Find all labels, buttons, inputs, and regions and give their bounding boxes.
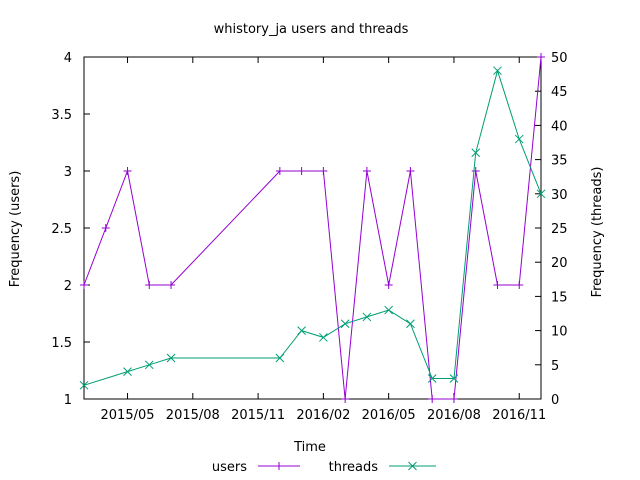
series-line-threads — [83, 68, 542, 386]
x-tick-label: 2015/08 — [166, 408, 220, 423]
x-tick-label: 2016/05 — [362, 408, 416, 423]
data-point-threads — [362, 312, 372, 322]
y-tick-label: 2 — [64, 279, 72, 294]
y-tick-label: 3 — [64, 165, 72, 180]
data-point-users — [537, 53, 545, 61]
data-point-threads — [514, 134, 524, 144]
data-point-users — [406, 167, 415, 175]
data-point-threads — [275, 353, 285, 363]
data-point-users — [123, 167, 132, 175]
y2-tick-label: 5 — [551, 359, 559, 374]
y2-tick-label: 0 — [551, 393, 559, 408]
y2-tick-label: 30 — [551, 188, 568, 203]
data-point-threads — [166, 353, 176, 363]
y2-tick-label: 15 — [551, 290, 568, 305]
chart-title: whistory_ja users and threads — [214, 22, 409, 37]
y-axis-label: Frequency (users) — [8, 171, 23, 288]
data-point-threads — [144, 360, 154, 370]
data-point-users — [341, 395, 350, 403]
data-point-threads — [427, 374, 437, 383]
y2-tick-label: 35 — [551, 154, 568, 169]
y-axis: 1 1.5 2 2.5 3 3.5 4 — [51, 51, 90, 408]
x-axis: 2015/05 2015/08 2015/11 2016/02 2016/05 2016/… — [101, 57, 546, 423]
y-tick-label: 1.5 — [51, 336, 72, 351]
x-tick-label: 2016/11 — [492, 408, 546, 423]
data-point-users — [275, 167, 284, 175]
y-tick-label: 1 — [64, 393, 72, 408]
y2-tick-label: 20 — [551, 256, 568, 271]
x-tick-label: 2015/11 — [231, 408, 285, 423]
legend-label-users: users — [212, 460, 247, 475]
x-axis-label: Time — [293, 440, 326, 455]
data-point-threads — [319, 333, 328, 342]
series-line-users — [83, 56, 542, 400]
y-tick-label: 4 — [64, 51, 72, 66]
data-point-threads — [297, 326, 306, 335]
data-point-users — [319, 167, 328, 175]
data-point-users — [449, 395, 458, 403]
y2-axis-label: Frequency (threads) — [590, 167, 605, 298]
plot-border — [83, 56, 542, 400]
data-point-threads — [340, 319, 350, 329]
data-point-users — [167, 281, 176, 289]
legend: users threads — [212, 460, 436, 475]
data-point-threads — [123, 367, 132, 376]
data-point-threads — [536, 189, 546, 199]
y2-tick-label: 45 — [551, 85, 568, 100]
y-tick-label: 3.5 — [51, 108, 72, 123]
series-layer — [79, 53, 546, 403]
legend-marker-threads — [408, 461, 417, 471]
data-point-users — [362, 167, 371, 175]
y2-tick-label: 25 — [551, 222, 568, 237]
data-point-users — [384, 281, 393, 289]
data-point-threads — [471, 148, 481, 158]
data-point-users — [471, 167, 480, 175]
legend-label-threads: threads — [329, 460, 379, 475]
data-point-threads — [406, 319, 415, 329]
x-tick-label: 2015/05 — [101, 408, 155, 423]
data-point-users — [80, 281, 88, 289]
data-point-users — [297, 167, 306, 175]
y2-tick-label: 50 — [551, 51, 568, 66]
x-tick-label: 2016/08 — [427, 408, 481, 423]
y2-tick-label: 40 — [551, 119, 568, 134]
data-point-threads — [79, 380, 89, 390]
y2-tick-label: 10 — [551, 325, 568, 340]
data-point-users — [515, 281, 524, 289]
data-point-threads — [384, 305, 394, 315]
data-point-users — [428, 395, 437, 403]
x-tick-label: 2016/02 — [296, 408, 350, 423]
y-tick-label: 2.5 — [51, 222, 72, 237]
data-point-users — [145, 281, 154, 289]
data-point-threads — [449, 374, 459, 383]
data-point-users — [493, 281, 502, 289]
data-point-users — [101, 224, 110, 232]
legend-marker-users — [275, 462, 283, 470]
y2-axis: 0 5 10 15 20 25 30 35 40 45 50 — [535, 51, 568, 408]
data-point-threads — [493, 66, 502, 76]
